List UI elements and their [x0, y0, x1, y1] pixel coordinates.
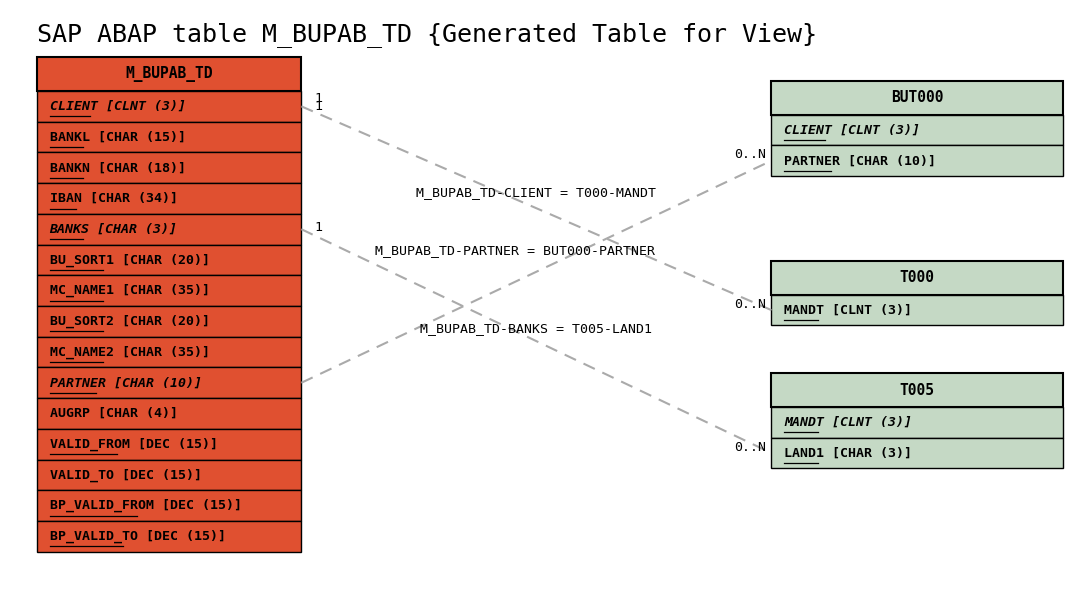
FancyBboxPatch shape: [771, 261, 1063, 295]
Text: 1: 1: [315, 92, 322, 105]
Text: BU_SORT1 [CHAR (20)]: BU_SORT1 [CHAR (20)]: [50, 253, 209, 267]
FancyBboxPatch shape: [37, 521, 302, 552]
Text: M_BUPAB_TD-CLIENT = T000-MANDT: M_BUPAB_TD-CLIENT = T000-MANDT: [416, 186, 657, 199]
FancyBboxPatch shape: [771, 407, 1063, 438]
FancyBboxPatch shape: [37, 367, 302, 398]
Text: 0..N: 0..N: [734, 298, 766, 311]
FancyBboxPatch shape: [771, 438, 1063, 468]
Text: CLIENT [CLNT (3)]: CLIENT [CLNT (3)]: [50, 100, 185, 113]
FancyBboxPatch shape: [37, 429, 302, 459]
Text: M_BUPAB_TD-BANKS = T005-LAND1: M_BUPAB_TD-BANKS = T005-LAND1: [420, 322, 652, 335]
FancyBboxPatch shape: [37, 306, 302, 337]
FancyBboxPatch shape: [37, 337, 302, 367]
Text: VALID_FROM [DEC (15)]: VALID_FROM [DEC (15)]: [50, 437, 218, 451]
Text: T000: T000: [900, 270, 934, 286]
FancyBboxPatch shape: [37, 58, 302, 91]
Text: SAP ABAP table M_BUPAB_TD {Generated Table for View}: SAP ABAP table M_BUPAB_TD {Generated Tab…: [37, 22, 817, 47]
FancyBboxPatch shape: [771, 373, 1063, 407]
Text: BANKL [CHAR (15)]: BANKL [CHAR (15)]: [50, 131, 185, 144]
Text: VALID_TO [DEC (15)]: VALID_TO [DEC (15)]: [50, 468, 201, 482]
FancyBboxPatch shape: [37, 183, 302, 214]
FancyBboxPatch shape: [37, 491, 302, 521]
Text: MC_NAME2 [CHAR (35)]: MC_NAME2 [CHAR (35)]: [50, 346, 209, 359]
Text: PARTNER [CHAR (10)]: PARTNER [CHAR (10)]: [50, 376, 201, 389]
Text: 1: 1: [315, 100, 322, 113]
FancyBboxPatch shape: [37, 459, 302, 491]
Text: BANKS [CHAR (3)]: BANKS [CHAR (3)]: [50, 223, 178, 236]
Text: BP_VALID_FROM [DEC (15)]: BP_VALID_FROM [DEC (15)]: [50, 499, 242, 512]
FancyBboxPatch shape: [37, 122, 302, 152]
FancyBboxPatch shape: [37, 91, 302, 122]
FancyBboxPatch shape: [37, 244, 302, 276]
Text: 1: 1: [315, 221, 322, 234]
Text: MC_NAME1 [CHAR (35)]: MC_NAME1 [CHAR (35)]: [50, 284, 209, 297]
Text: MANDT [CLNT (3)]: MANDT [CLNT (3)]: [784, 416, 913, 429]
FancyBboxPatch shape: [771, 146, 1063, 176]
FancyBboxPatch shape: [37, 398, 302, 429]
Text: M_BUPAB_TD: M_BUPAB_TD: [125, 66, 212, 82]
Text: M_BUPAB_TD-PARTNER = BUT000-PARTNER: M_BUPAB_TD-PARTNER = BUT000-PARTNER: [375, 244, 654, 257]
Text: IBAN [CHAR (34)]: IBAN [CHAR (34)]: [50, 192, 178, 205]
Text: 0..N: 0..N: [734, 441, 766, 453]
FancyBboxPatch shape: [771, 295, 1063, 325]
Text: BANKN [CHAR (18)]: BANKN [CHAR (18)]: [50, 161, 185, 174]
Text: BUT000: BUT000: [891, 90, 943, 105]
Text: BU_SORT2 [CHAR (20)]: BU_SORT2 [CHAR (20)]: [50, 314, 209, 328]
FancyBboxPatch shape: [771, 114, 1063, 146]
Text: LAND1 [CHAR (3)]: LAND1 [CHAR (3)]: [784, 447, 913, 459]
FancyBboxPatch shape: [37, 276, 302, 306]
FancyBboxPatch shape: [37, 152, 302, 183]
FancyBboxPatch shape: [37, 214, 302, 244]
Text: AUGRP [CHAR (4)]: AUGRP [CHAR (4)]: [50, 407, 178, 420]
Text: PARTNER [CHAR (10)]: PARTNER [CHAR (10)]: [784, 154, 937, 167]
Text: 0..N: 0..N: [734, 149, 766, 161]
Text: BP_VALID_TO [DEC (15)]: BP_VALID_TO [DEC (15)]: [50, 530, 225, 543]
Text: CLIENT [CLNT (3)]: CLIENT [CLNT (3)]: [784, 123, 920, 137]
Text: MANDT [CLNT (3)]: MANDT [CLNT (3)]: [784, 304, 913, 317]
FancyBboxPatch shape: [771, 81, 1063, 114]
Text: T005: T005: [900, 383, 934, 398]
